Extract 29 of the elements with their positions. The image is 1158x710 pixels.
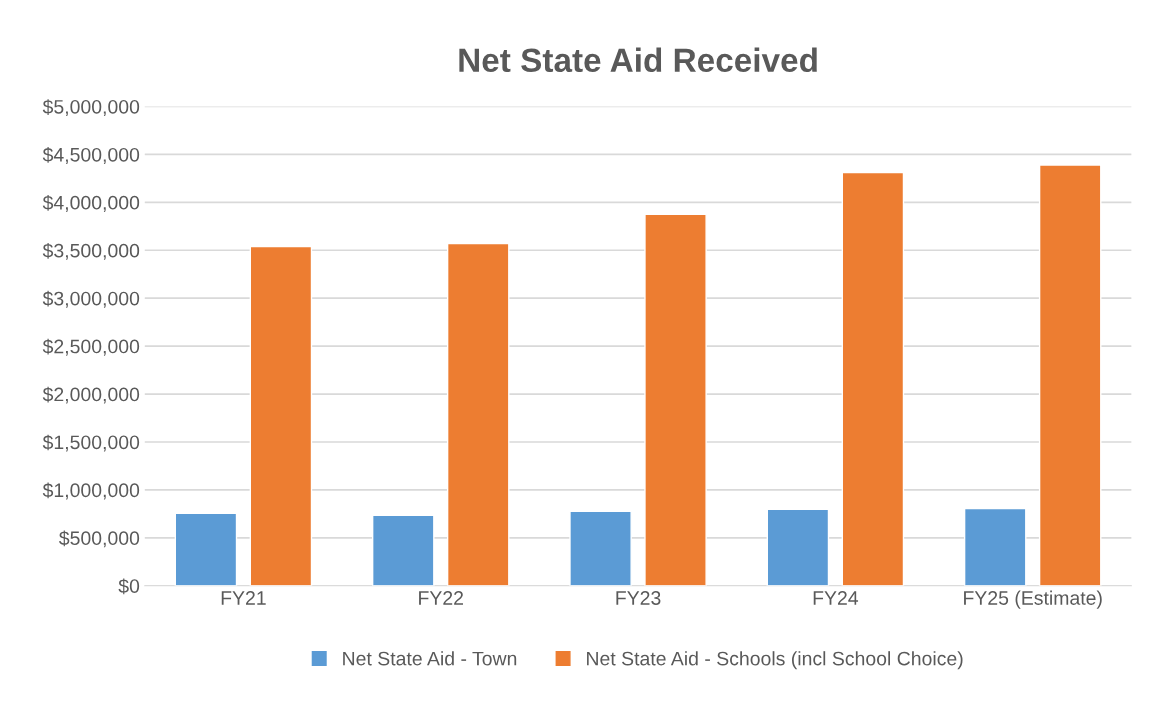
y-tick-label: $5,000,000 — [42, 99, 140, 117]
bar — [841, 171, 905, 586]
bar — [766, 508, 830, 586]
y-tick-label: $500,000 — [59, 530, 140, 548]
y-tick-label: $2,500,000 — [42, 338, 140, 356]
bar — [446, 242, 510, 586]
y-tick-label: $4,500,000 — [42, 147, 140, 164]
x-tick-label: FY23 — [616, 591, 661, 605]
bar — [644, 213, 707, 586]
bar — [1038, 164, 1102, 586]
bar — [963, 507, 1027, 586]
x-tick-label: FY22 — [419, 591, 463, 605]
x-tick-label: FY25 (Estimate) — [964, 590, 1102, 609]
y-tick-label: $4,000,000 — [42, 195, 140, 212]
bar — [371, 514, 435, 586]
x-tick-label: FY24 — [813, 591, 859, 605]
y-tick-label: $3,500,000 — [42, 242, 140, 260]
x-tick-label: FY21 — [221, 591, 266, 605]
legend-label: Net State Aid - Town — [343, 651, 517, 666]
chart-title: Net State Aid Received — [459, 47, 817, 73]
bar — [249, 245, 313, 586]
y-tick-label: $1,500,000 — [42, 434, 140, 452]
y-tick-label: $3,000,000 — [42, 290, 140, 308]
y-tick-label: $2,000,000 — [42, 386, 140, 404]
bar — [569, 510, 632, 586]
y-tick-label: $0 — [118, 578, 140, 595]
y-tick-label: $1,000,000 — [42, 482, 140, 500]
bar — [174, 512, 238, 586]
legend-label: Net State Aid - Schools (incl School Choice) — [587, 651, 963, 670]
